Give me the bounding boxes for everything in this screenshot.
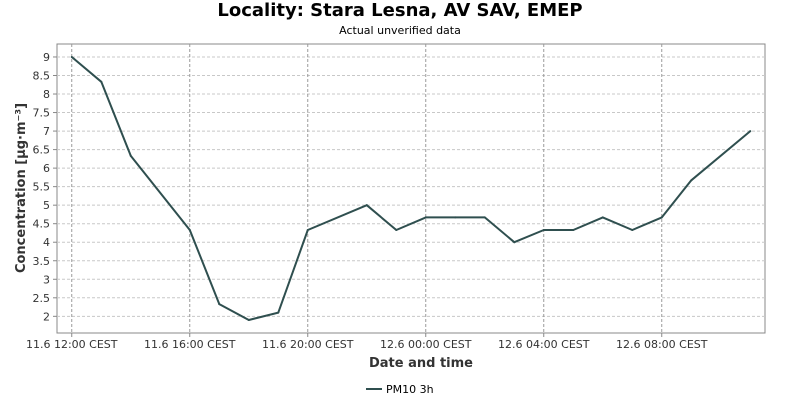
y-axis-label: Concentration [µg·m⁻³] [14, 103, 29, 273]
y-tick-label: 2.5 [33, 292, 51, 305]
data-point [189, 229, 191, 231]
data-point [366, 204, 368, 206]
x-axis-ticks: 11.6 12:00 CEST 11.6 16:00 CEST 11.6 20:00… [26, 333, 708, 351]
data-point [218, 303, 220, 305]
data-point [425, 216, 427, 218]
data-point [513, 241, 515, 243]
y-tick-label: 6 [43, 162, 50, 175]
data-point [130, 155, 132, 157]
data-point [543, 229, 545, 231]
plot-area [57, 44, 765, 333]
y-tick-label: 6.5 [33, 144, 51, 157]
x-tick-label: 11.6 16:00 CEST [144, 338, 236, 351]
data-point [690, 179, 692, 181]
data-point [71, 56, 73, 58]
data-point [661, 216, 663, 218]
x-tick-label: 12.6 08:00 CEST [616, 338, 708, 351]
data-point [248, 319, 250, 321]
data-point [307, 229, 309, 231]
y-tick-label: 8.5 [33, 69, 51, 82]
y-tick-label: 4 [43, 236, 50, 249]
y-axis-ticks: 2 2.5 3 3.5 4 4.5 5 5.5 6 6.5 7 7.5 8 8.5 9 [33, 51, 58, 323]
y-tick-label: 5 [43, 199, 50, 212]
x-tick-label: 12.6 00:00 CEST [380, 338, 472, 351]
y-tick-label: 4.5 [33, 218, 51, 231]
y-tick-label: 7.5 [33, 107, 51, 120]
data-point [484, 216, 486, 218]
x-tick-label: 12.6 04:00 CEST [498, 338, 590, 351]
data-point [454, 216, 456, 218]
data-point [100, 81, 102, 83]
data-point [631, 229, 633, 231]
legend: PM10 3h [366, 383, 434, 396]
y-tick-label: 7 [43, 125, 50, 138]
x-tick-label: 11.6 12:00 CEST [26, 338, 118, 351]
data-point [602, 216, 604, 218]
y-tick-label: 5.5 [33, 181, 51, 194]
data-point [395, 229, 397, 231]
legend-label-pm10: PM10 3h [386, 383, 434, 396]
x-tick-label: 11.6 20:00 CEST [262, 338, 354, 351]
y-tick-label: 9 [43, 51, 50, 64]
y-tick-label: 8 [43, 88, 50, 101]
x-axis-label: Date and time [369, 356, 473, 371]
data-point [749, 130, 751, 132]
y-tick-label: 3 [43, 273, 50, 286]
data-point [572, 229, 574, 231]
data-point [277, 312, 279, 314]
y-tick-label: 3.5 [33, 255, 51, 268]
y-tick-label: 2 [43, 310, 50, 323]
